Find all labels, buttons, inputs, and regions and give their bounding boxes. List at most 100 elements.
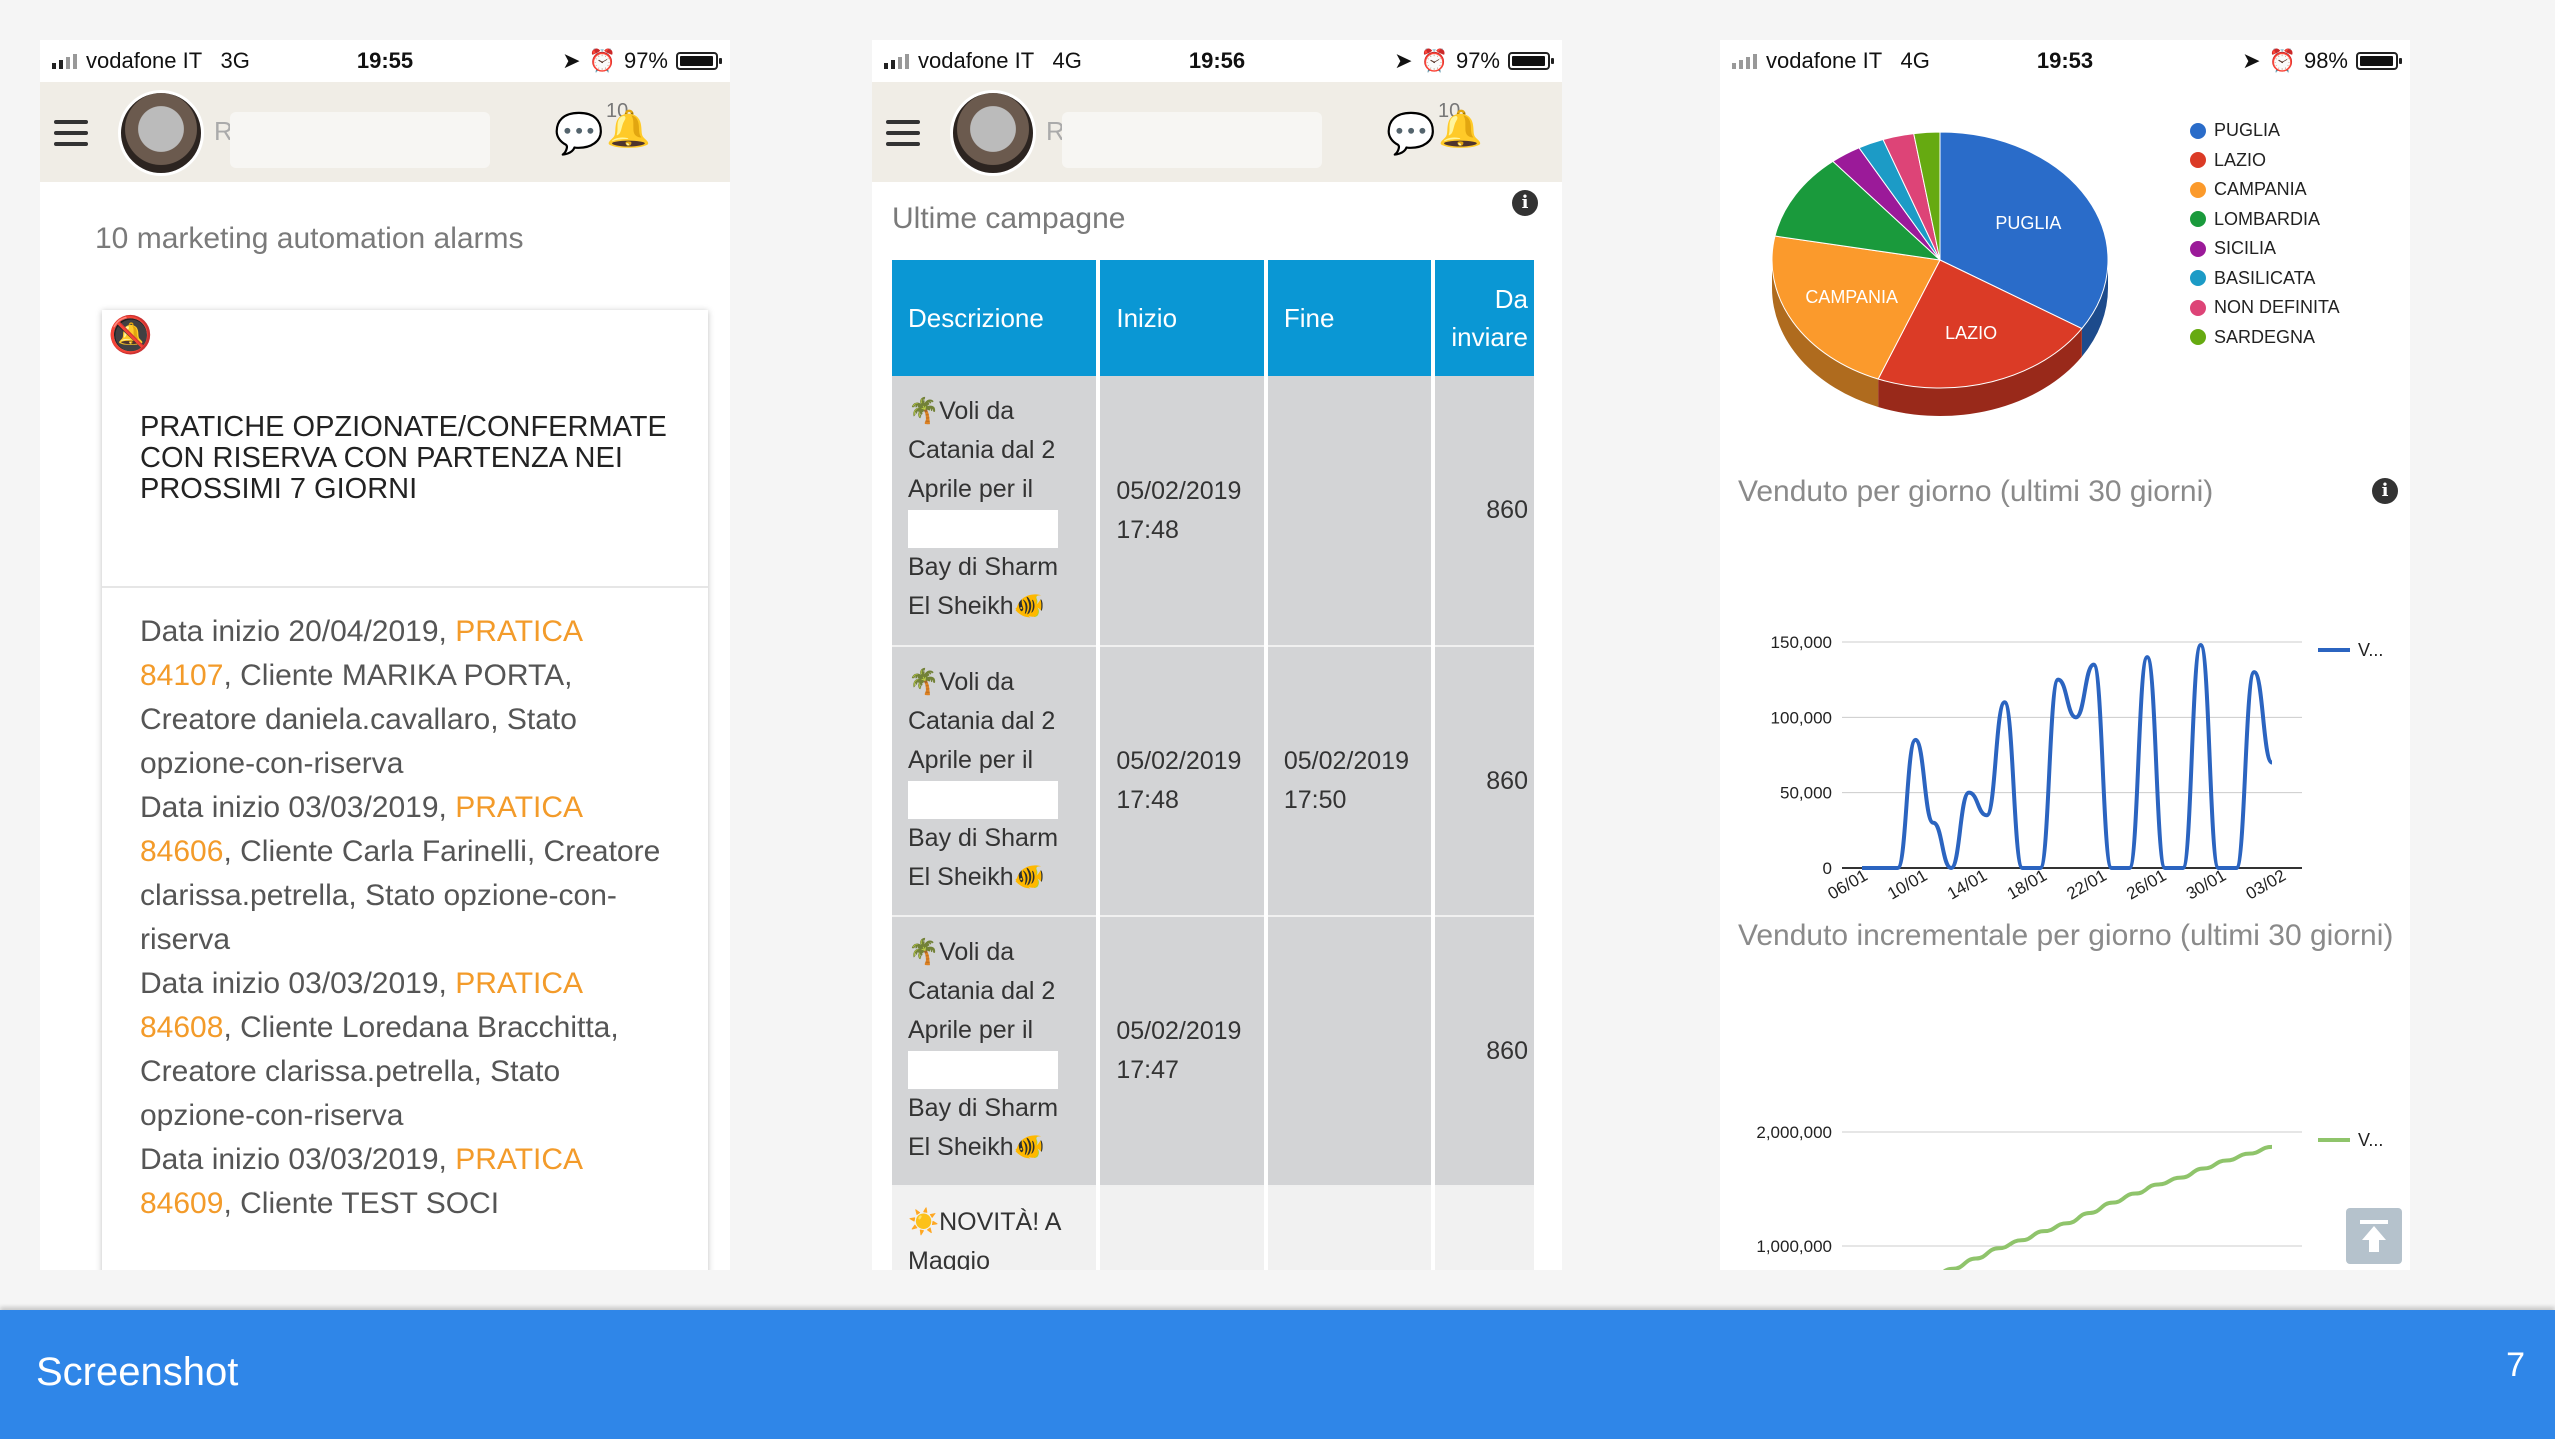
legend-item[interactable]: LAZIO: [2190, 146, 2340, 176]
table-row[interactable]: ☀️NOVITÀ! A Maggio: [892, 1186, 1538, 1270]
avatar[interactable]: [950, 90, 1036, 176]
pie-slice-sardegna[interactable]: [1913, 131, 1941, 261]
info-icon[interactable]: i: [2372, 478, 2398, 504]
legend-item[interactable]: SARDEGNA: [2190, 323, 2340, 353]
signal-icon: [52, 54, 77, 69]
legend-item[interactable]: SICILIA: [2190, 234, 2340, 264]
legend-label: SICILIA: [2214, 238, 2277, 259]
status-bar: vodafone IT 4G 19:53 ➤ ⏰ 98%: [1720, 40, 2410, 82]
alarm-icon: ⏰: [1420, 48, 1448, 73]
incremental-sales-chart: 1,000,000 2,000,000 V...: [1756, 1123, 2383, 1270]
cell-description: 🌴Voli da Catania dal 2 Aprile per il Bay …: [892, 916, 1101, 1187]
battery-percent: 97%: [623, 48, 668, 73]
x-tick-label: 18/01: [2004, 866, 2050, 904]
table-header-row: Descrizione Inizio Fine Da inviare: [892, 260, 1538, 376]
legend-swatch: [2190, 299, 2206, 316]
table-row[interactable]: 🌴Voli da Catania dal 2 Aprile per il Bay …: [892, 376, 1538, 647]
x-tick-label: 30/01: [2183, 866, 2229, 904]
x-tick-label: 26/01: [2123, 866, 2169, 904]
user-initial: R: [214, 116, 233, 146]
scroll-to-top-button[interactable]: [2346, 1208, 2402, 1264]
legend-item[interactable]: BASILICATA: [2190, 264, 2340, 294]
legend-item[interactable]: CAMPANIA: [2190, 175, 2340, 205]
legend-label: V...: [2358, 1130, 2383, 1150]
legend-label: SARDEGNA: [2214, 326, 2316, 347]
info-icon[interactable]: i: [1512, 190, 1538, 216]
alarm-list: Data inizio 20/04/2019, PRATICA 84107, C…: [140, 610, 680, 1226]
campaigns-table: Descrizione Inizio Fine Da inviare 🌴Voli…: [892, 260, 1538, 1270]
legend-label: LOMBARDIA: [2214, 208, 2321, 229]
footer-label: Screenshot: [36, 1350, 239, 1394]
menu-icon[interactable]: [886, 120, 920, 153]
pie-legend: PUGLIA LAZIO CAMPANIA LOMBARDIA SICILIA BASIL…: [2190, 116, 2340, 352]
legend-item[interactable]: NON DEFINITA: [2190, 293, 2340, 323]
pie-slice-label: LAZIO: [1945, 323, 1997, 343]
bell-off-icon: 🔕: [108, 314, 153, 355]
bell-icon[interactable]: 🔔: [606, 108, 651, 149]
table-row[interactable]: 🌴Voli da Catania dal 2 Aprile per il Bay …: [892, 916, 1538, 1187]
chart-title: Venduto per giorno (ultimi 30 giorni): [1738, 475, 2214, 508]
battery-icon: [676, 52, 722, 70]
bell-icon[interactable]: 🔔: [1438, 108, 1483, 149]
pratica-link[interactable]: PRATICA 84608: [140, 967, 582, 1044]
location-icon: ➤: [562, 48, 581, 73]
legend-swatch: [2190, 211, 2206, 228]
pie-slice-puglia[interactable]: [1939, 131, 2109, 330]
pratica-link[interactable]: PRATICA 84107: [140, 615, 582, 692]
battery-icon: [2356, 52, 2402, 70]
menu-icon[interactable]: [54, 120, 88, 153]
arrow-up-icon: [2360, 1220, 2388, 1252]
alarm-icon: ⏰: [2268, 48, 2296, 73]
page-title: 10 marketing automation alarms: [95, 222, 524, 255]
legend-item[interactable]: PUGLIA: [2190, 116, 2340, 146]
table-row[interactable]: 🌴Voli da Catania dal 2 Aprile per il Bay …: [892, 646, 1538, 917]
chat-icon[interactable]: 💬: [1386, 112, 1436, 156]
pie-slice-label: PUGLIA: [1995, 213, 2061, 233]
signal-icon: [884, 54, 909, 69]
cell-count: 860: [1433, 916, 1538, 1187]
cell-end: [1265, 916, 1436, 1187]
chart-title: Venduto incrementale per giorno (ultimi …: [1738, 919, 2394, 952]
y-tick-label: 100,000: [1771, 708, 1832, 727]
column-header[interactable]: Inizio: [1098, 260, 1268, 376]
column-header[interactable]: Descrizione: [892, 260, 1101, 376]
x-tick-label: 14/01: [1944, 866, 1990, 904]
cell-end: 05/02/2019 17:50: [1265, 646, 1436, 917]
column-header[interactable]: Da inviare: [1433, 260, 1538, 376]
cell-description: ☀️NOVITÀ! A Maggio: [892, 1186, 1101, 1270]
pie-slice-side: [2081, 260, 2108, 357]
cell-start: [1098, 1186, 1268, 1270]
alarm-heading: PRATICHE OPZIONATE/CONFERMATE CON RISERV…: [140, 411, 667, 505]
divider: [102, 586, 708, 588]
cell-description: 🌴Voli da Catania dal 2 Aprile per il Bay …: [892, 646, 1101, 917]
column-header[interactable]: Fine: [1265, 260, 1436, 376]
status-bar: vodafone IT 4G 19:56 ➤ ⏰ 97%: [872, 40, 1562, 82]
pie-chart: PUGLIA LAZIO CAMPANIA: [1771, 131, 2109, 416]
series-line[interactable]: [1862, 1144, 2273, 1270]
pratica-link[interactable]: PRATICA 84606: [140, 791, 582, 868]
pie-slice-lazio[interactable]: [1877, 259, 2083, 389]
list-item: Data inizio 03/03/2019, PRATICA 84609, C…: [140, 1143, 582, 1220]
series-line[interactable]: [1862, 643, 2274, 871]
redacted-name: [1062, 112, 1322, 168]
avatar[interactable]: [118, 90, 204, 176]
chat-icon[interactable]: 💬: [554, 112, 604, 156]
phone-screenshot-campaigns: vodafone IT 4G 19:56 ➤ ⏰ 97% R 💬 10 🔔 Ul…: [872, 40, 1562, 1270]
y-tick-label: 0: [1823, 859, 1832, 878]
y-tick-label: 50,000: [1780, 784, 1832, 803]
phone-screenshot-dashboard: vodafone IT 4G 19:53 ➤ ⏰ 98% PUGLIA LAZIO…: [1720, 40, 2410, 1270]
pie-slice-campania[interactable]: [1771, 235, 1941, 380]
cell-count: 860: [1433, 646, 1538, 917]
legend-swatch: [2190, 122, 2206, 139]
pie-slice-lombardia[interactable]: [1774, 160, 1942, 261]
list-item: Data inizio 03/03/2019, PRATICA 84608, C…: [140, 967, 619, 1132]
y-tick-label: 1,000,000: [1756, 1237, 1832, 1256]
legend-swatch: [2190, 270, 2206, 287]
cell-description: 🌴Voli da Catania dal 2 Aprile per il Bay …: [892, 376, 1101, 647]
notification-count: 10: [606, 100, 629, 122]
legend-item[interactable]: LOMBARDIA: [2190, 205, 2340, 235]
y-tick-label: 150,000: [1771, 633, 1832, 652]
legend-swatch: [2190, 152, 2206, 169]
pie-slice-label: CAMPANIA: [1805, 287, 1898, 307]
pratica-link[interactable]: PRATICA 84609: [140, 1143, 582, 1220]
